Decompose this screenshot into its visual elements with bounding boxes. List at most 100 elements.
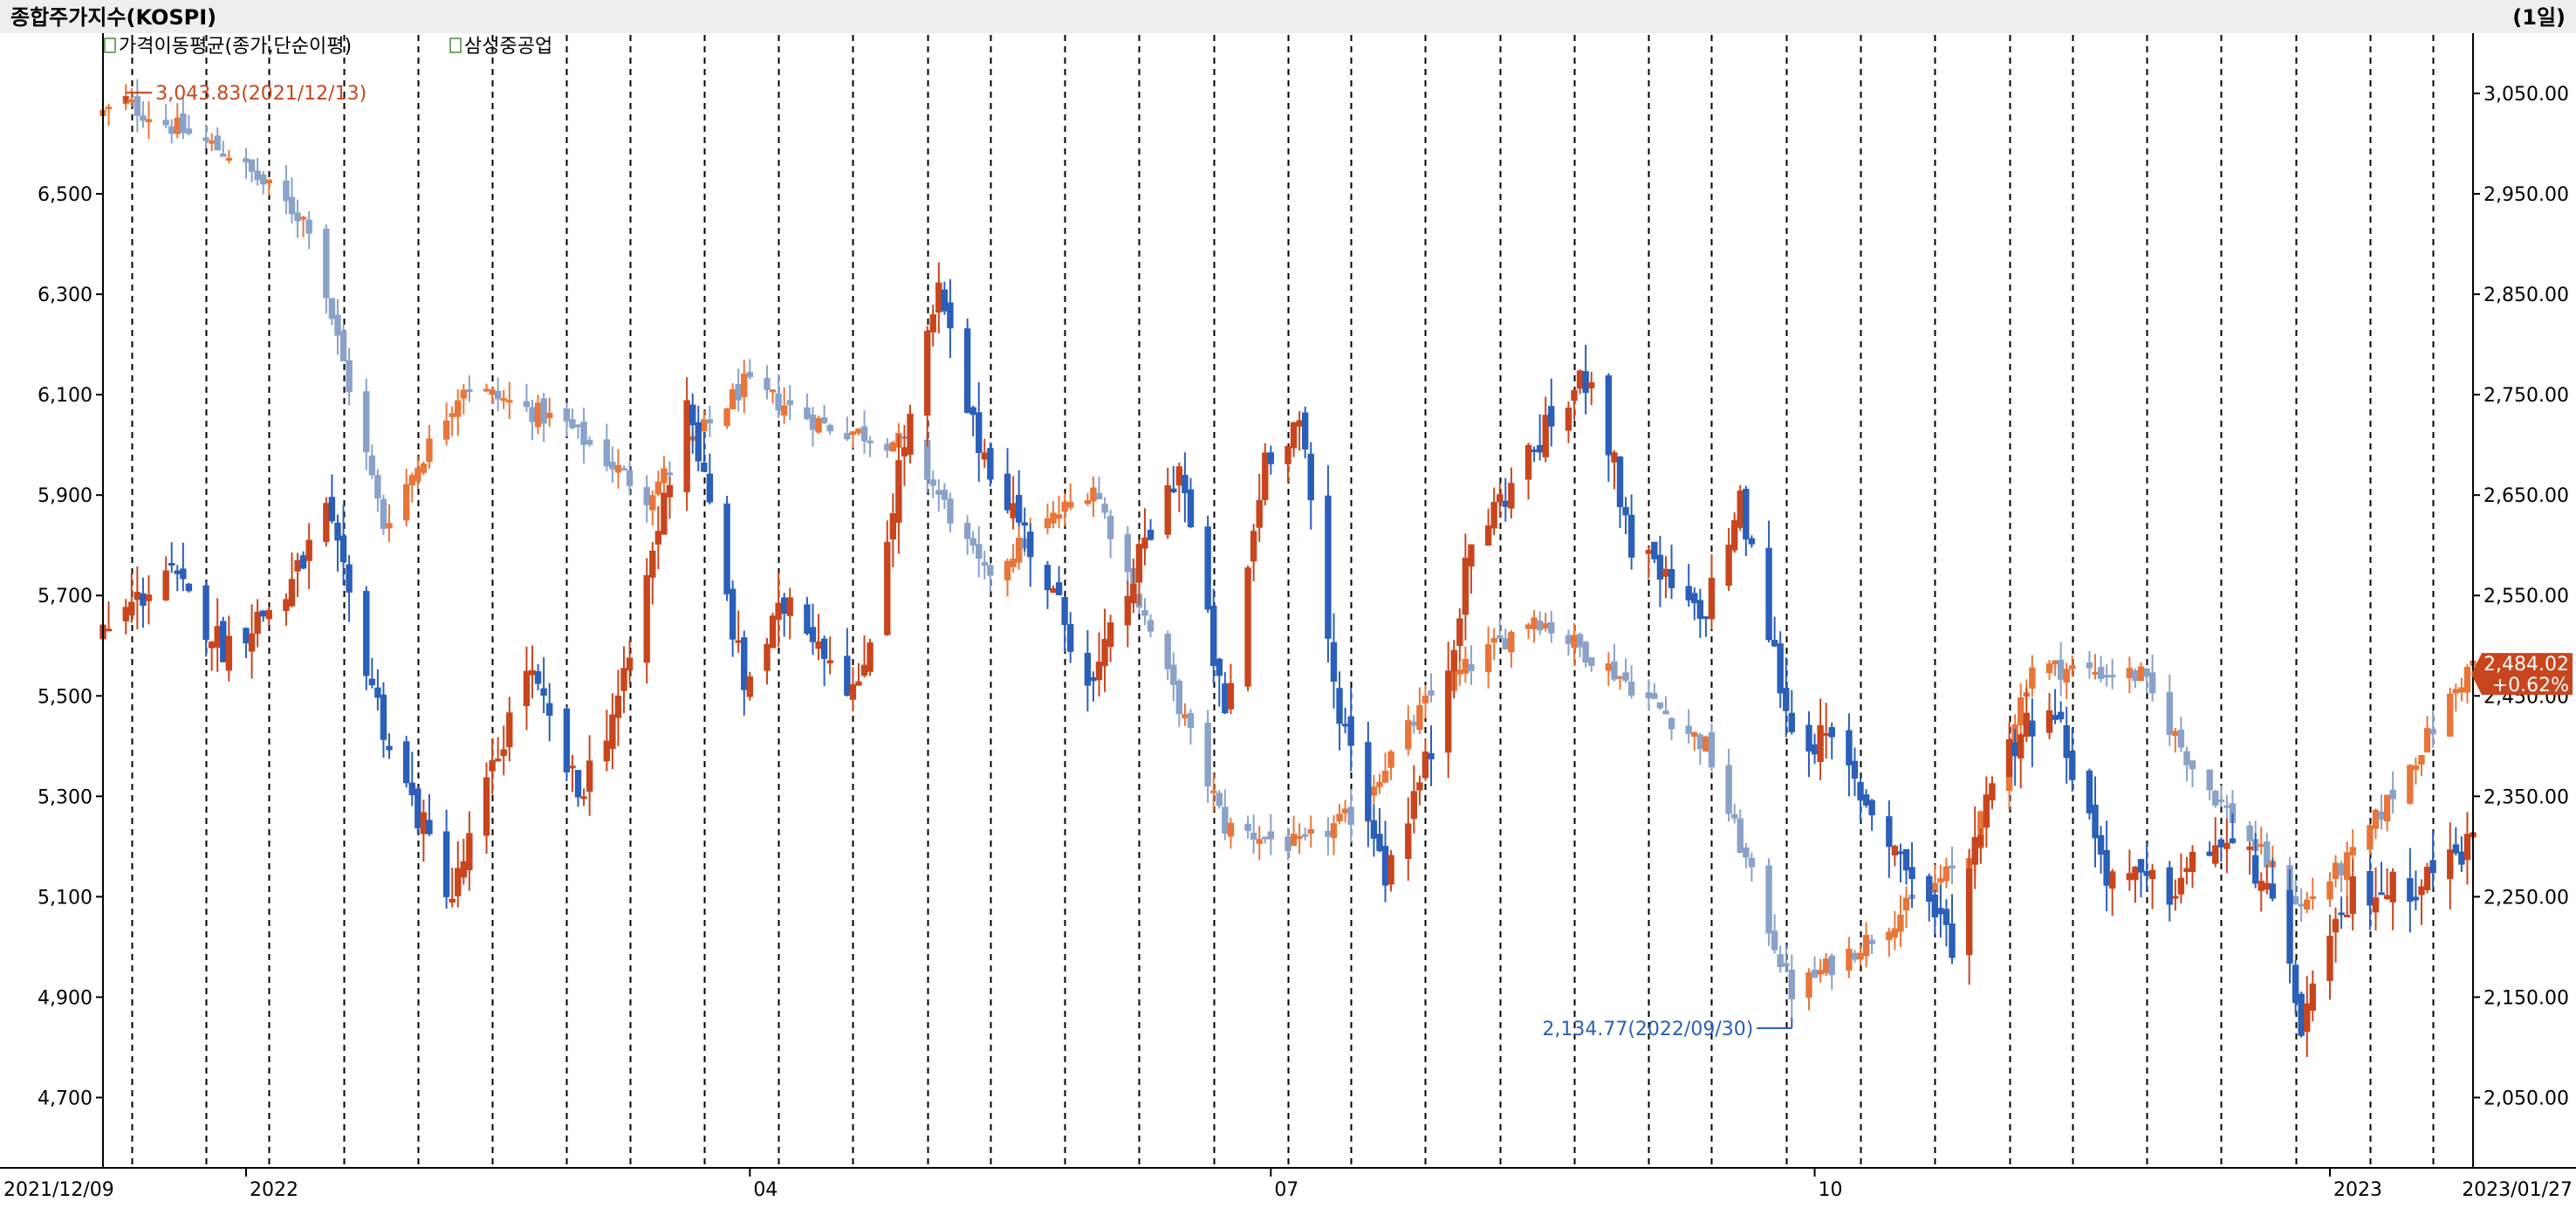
kospi-candle (1175, 680, 1183, 715)
stock-candle (1685, 586, 1692, 601)
stock-candle (1971, 837, 1978, 865)
kospi-candle (1055, 514, 1063, 519)
stock-candle (1422, 752, 1429, 779)
kospi-candle (1296, 835, 1303, 839)
stock-candle (1027, 532, 1034, 558)
kospi-candle (174, 117, 181, 134)
stock-candle (2407, 878, 2414, 903)
stock-candle (523, 670, 531, 707)
stock-candle (299, 555, 307, 569)
stock-candle (1926, 875, 1933, 903)
left-tick-label: 4,900 (38, 987, 92, 1009)
stock-candle (460, 861, 468, 878)
kospi-candle (2349, 847, 2356, 856)
stock-candle (1645, 549, 1653, 554)
kospi-candle (1187, 712, 1195, 728)
stock-candle (654, 531, 662, 545)
stock-candle (735, 640, 742, 643)
kospi-candle (2092, 671, 2099, 675)
kospi-candle (2332, 862, 2340, 880)
period-label: (1일) (2512, 5, 2566, 30)
kospi-candle (1611, 661, 1618, 680)
kospi-candle (500, 398, 507, 402)
kospi-candle (339, 330, 347, 362)
kospi-candles (99, 79, 2477, 1019)
kospi-candle (780, 405, 788, 416)
stock-candle (402, 741, 410, 784)
kospi-candle (1645, 692, 1653, 698)
stock-candle (506, 712, 513, 748)
stock-candle (2223, 842, 2230, 849)
stock-candle (1576, 370, 1584, 389)
stock-candle (1244, 567, 1251, 687)
kospi-candle (569, 419, 576, 429)
stock-candle (2166, 867, 2174, 905)
kospi-candle (1524, 624, 1532, 629)
kospi-candle (820, 417, 828, 423)
stock-candle (540, 688, 547, 696)
kospi-candle (2172, 731, 2179, 737)
kospi-candle (987, 565, 994, 576)
stock-candle (1542, 415, 1549, 457)
stock-candle (780, 597, 788, 614)
kospi-candle (2452, 689, 2460, 694)
kospi-candle (1691, 732, 1698, 738)
stock-candle (2108, 871, 2116, 889)
kospi-candle (489, 389, 496, 395)
stock-candle (134, 592, 141, 601)
kospi-candle (540, 398, 547, 424)
kospi-candle (1381, 771, 1389, 783)
kospi-candle (844, 433, 851, 440)
kospi-candle (1044, 518, 1052, 529)
kospi-candle (2343, 852, 2351, 881)
left-tick-label: 5,300 (38, 786, 92, 808)
stock-candle (1490, 502, 1497, 529)
kospi-candle (654, 481, 662, 495)
kospi-candle (849, 431, 857, 436)
last-value-tag (2471, 653, 2573, 696)
stock-candle (895, 460, 902, 523)
stock-candle (809, 627, 817, 642)
stock-candle (746, 676, 754, 697)
kospi-candle (804, 407, 811, 420)
kospi-candle (2212, 790, 2219, 806)
kospi-candle (426, 438, 433, 463)
kospi-candle (2063, 669, 2070, 683)
stock-candle (2045, 710, 2053, 733)
kospi-candle (649, 495, 656, 511)
stock-candle (947, 302, 954, 329)
stock-candle (1771, 640, 1778, 647)
stock-candle (569, 765, 576, 769)
stock-candle (923, 331, 931, 416)
stock-candle (1175, 466, 1183, 486)
stock-candle (1055, 582, 1063, 596)
stock-candle (494, 758, 502, 762)
stock-candle (1656, 554, 1664, 580)
stock-candle (2458, 851, 2465, 865)
stock-candle (804, 604, 811, 635)
stock-candle (1222, 683, 1229, 714)
kospi-candle (2309, 896, 2317, 900)
stock-candle (1262, 452, 1269, 500)
kospi-candle (1582, 642, 1589, 662)
high-callout-arrow (122, 96, 130, 106)
kospi-candle (1548, 621, 1555, 634)
stock-candle (305, 539, 312, 561)
stock-candle (1141, 537, 1148, 549)
stock-candle (2463, 834, 2471, 861)
stock-candle (2349, 876, 2356, 915)
kospi-candle (2069, 665, 2076, 669)
stock-candle (844, 655, 851, 696)
kospi-candle (2372, 809, 2380, 829)
stock-candle (620, 668, 627, 691)
kospi-candle (603, 439, 611, 467)
stock-candle (1788, 712, 1796, 732)
stock-candle (180, 568, 187, 580)
kospi-candle (466, 389, 473, 393)
stock-candle (1021, 522, 1028, 526)
stock-candle (534, 671, 542, 684)
stock-candle (1204, 526, 1211, 610)
stock-candle (2137, 859, 2145, 873)
kospi-candle (1817, 970, 1824, 975)
kospi-candle (1805, 971, 1812, 999)
